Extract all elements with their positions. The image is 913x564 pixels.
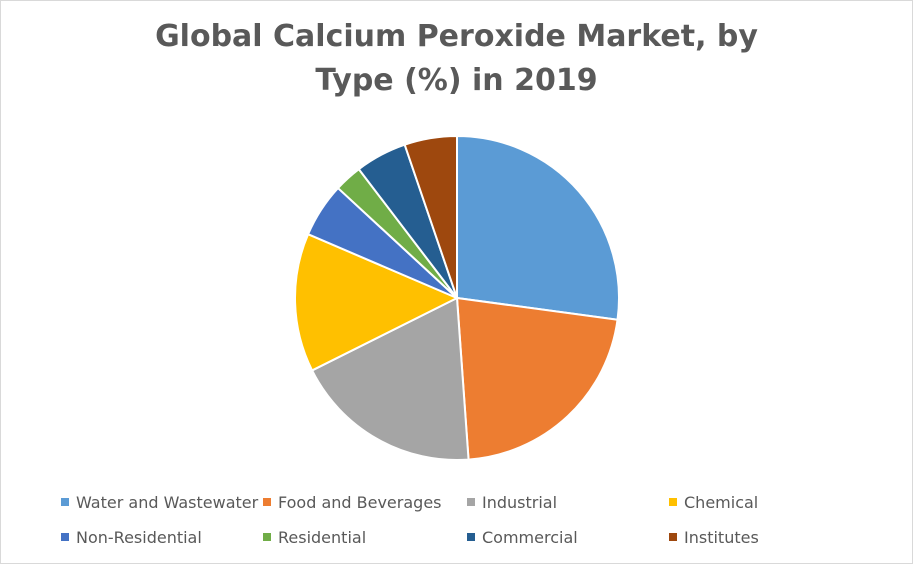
- chart-title-line-1: Global Calcium Peroxide Market, by: [155, 19, 758, 54]
- legend-item-non-residential: Non-Residential: [61, 526, 202, 548]
- legend-swatch-chemical: [669, 498, 677, 506]
- pie-slices: [294, 135, 620, 461]
- legend-item-chemical: Chemical: [669, 491, 758, 513]
- legend-label-water-and-wastewater: Water and Wastewater: [76, 492, 259, 512]
- legend-item-industrial: Industrial: [467, 491, 557, 513]
- legend-swatch-residential: [263, 533, 271, 541]
- legend-swatch-industrial: [467, 498, 475, 506]
- legend-item-water-and-wastewater: Water and Wastewater: [61, 491, 258, 513]
- pie-slice-chemical: [294, 233, 458, 372]
- legend-swatch-institutes: [669, 533, 677, 541]
- legend-label-residential: Residential: [278, 527, 367, 547]
- legend-label-non-residential: Non-Residential: [76, 527, 202, 547]
- legend-swatch-water-and-wastewater: [61, 498, 69, 506]
- legend-label-institutes: Institutes: [684, 527, 759, 547]
- pie-slice-industrial: [311, 297, 470, 461]
- legend-swatch-food-and-beverages: [263, 498, 271, 506]
- legend-swatch-non-residential: [61, 533, 69, 541]
- legend-item-commercial: Commercial: [467, 526, 578, 548]
- chart-title: Global Calcium Peroxide Market, by Type …: [1, 15, 912, 103]
- legend-label-chemical: Chemical: [684, 492, 759, 512]
- legend-item-residential: Residential: [263, 526, 366, 548]
- chart-legend: Water and Wastewater Food and Beverages In…: [1, 489, 912, 559]
- pie-chart: [294, 135, 620, 461]
- legend-label-industrial: Industrial: [482, 492, 558, 512]
- pie-slice-food-and-beverages: [456, 297, 619, 461]
- legend-swatch-commercial: [467, 533, 475, 541]
- legend-item-food-and-beverages: Food and Beverages: [263, 491, 442, 513]
- chart-title-line-2: Type (%) in 2019: [315, 63, 598, 98]
- legend-label-food-and-beverages: Food and Beverages: [278, 492, 442, 512]
- pie-slice-water-and-wastewater: [456, 135, 620, 321]
- legend-label-commercial: Commercial: [482, 527, 578, 547]
- legend-item-institutes: Institutes: [669, 526, 759, 548]
- pie-slice-institutes: [403, 135, 458, 299]
